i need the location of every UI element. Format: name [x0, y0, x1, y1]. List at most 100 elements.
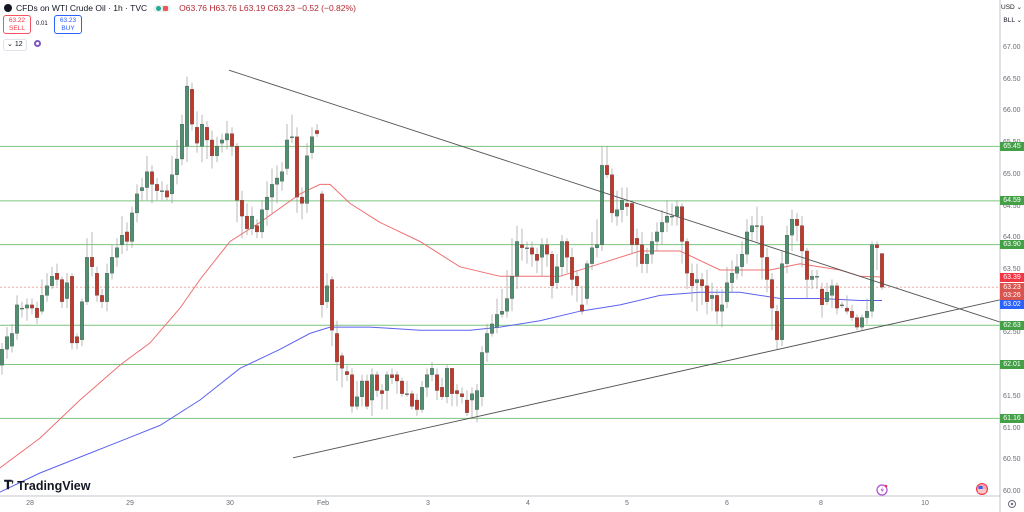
candle	[735, 266, 739, 274]
candle	[785, 234, 789, 264]
trendline-lower[interactable]	[292, 299, 1001, 459]
candle	[495, 314, 499, 328]
moving-averages	[0, 183, 883, 493]
candle	[320, 193, 324, 306]
tradingview-logo[interactable]: 𝐓’ TradingView	[4, 478, 90, 493]
candle	[60, 279, 64, 302]
candle	[700, 279, 704, 286]
candle	[740, 254, 744, 267]
candle	[625, 203, 629, 207]
sync-icon[interactable]	[34, 40, 41, 47]
sell-label: SELL	[9, 25, 25, 32]
data-icon	[163, 5, 169, 11]
time-tick-label: 28	[26, 500, 34, 507]
candle	[120, 234, 124, 245]
candle	[325, 285, 329, 302]
candle	[255, 225, 259, 233]
candle	[805, 250, 809, 280]
time-tick-label: 3	[426, 500, 430, 507]
time-tick-label: 10	[921, 500, 929, 507]
candle	[800, 225, 804, 252]
unit-select[interactable]: BLL ⌄	[1003, 17, 1022, 24]
candle	[395, 374, 399, 382]
candle	[460, 393, 464, 397]
candle	[275, 177, 279, 185]
candle	[835, 285, 839, 309]
candle	[155, 184, 159, 191]
settings-gear-icon[interactable]	[1008, 500, 1016, 508]
candlesticks	[0, 76, 884, 423]
price-tick-label: 65.00	[1003, 170, 1021, 178]
candle	[25, 304, 29, 309]
candle	[775, 311, 779, 340]
time-tick-label: 30	[226, 500, 234, 507]
candle	[670, 215, 674, 218]
candle	[540, 244, 544, 258]
candle	[180, 123, 184, 160]
candle	[385, 374, 389, 391]
brand-name: TradingView	[17, 478, 91, 493]
candle	[300, 196, 304, 204]
candle	[630, 203, 634, 245]
time-tick-label: 29	[126, 500, 134, 507]
candle	[220, 139, 224, 144]
candle	[665, 215, 669, 223]
candle	[655, 231, 659, 242]
symbol-logo-icon	[4, 4, 12, 12]
candle	[465, 399, 469, 413]
candle	[455, 390, 459, 394]
candle	[200, 123, 204, 147]
horizontal-levels	[0, 145, 1000, 419]
candle	[725, 282, 729, 302]
candle	[850, 311, 854, 318]
candle	[380, 390, 384, 394]
candle	[390, 374, 394, 378]
price-tick-label: 60.50	[1003, 456, 1021, 464]
candle	[20, 307, 24, 310]
us-flag-event-icon[interactable]	[976, 483, 988, 495]
symbol-title[interactable]: CFDs on WTI Crude Oil · 1h · TVC	[16, 3, 148, 13]
currency-select[interactable]: USD ⌄	[1001, 4, 1022, 11]
candle	[520, 244, 524, 248]
trendlines[interactable]	[228, 69, 1001, 459]
market-status-icons[interactable]	[153, 4, 172, 12]
price-tag: 63.39	[1000, 272, 1024, 282]
candle	[685, 241, 689, 274]
candle	[535, 254, 539, 261]
candle	[40, 295, 44, 312]
buy-price: 63.23	[59, 17, 77, 24]
candle	[145, 171, 149, 188]
candle	[415, 399, 419, 410]
candle	[35, 307, 39, 318]
candle	[230, 133, 234, 147]
sell-button[interactable]: 63.22 SELL	[3, 15, 31, 34]
candle	[355, 396, 359, 407]
price-tag: 64.59	[1000, 196, 1024, 206]
candle	[505, 298, 509, 312]
candle	[690, 273, 694, 286]
price-tag: 63.90	[1000, 240, 1024, 250]
indicators-toggle[interactable]: ⌄ 12	[3, 39, 27, 51]
candle	[195, 127, 199, 144]
candle	[210, 139, 214, 156]
candle	[545, 244, 549, 255]
time-tick-label: 8	[819, 500, 823, 507]
candle	[425, 374, 429, 388]
candle	[90, 257, 94, 267]
candle	[750, 225, 754, 233]
buy-button[interactable]: 63.23 BUY	[54, 15, 82, 34]
trendline-upper[interactable]	[228, 69, 1001, 323]
flash-event-icon[interactable]	[876, 484, 888, 496]
candle	[75, 336, 79, 344]
candle	[605, 165, 609, 175]
candle	[95, 273, 99, 296]
candle	[270, 184, 274, 198]
candle	[0, 349, 4, 366]
candle	[650, 241, 654, 255]
candle	[680, 206, 684, 242]
candle	[430, 368, 434, 375]
price-tick-label: 60.00	[1003, 488, 1021, 495]
candle	[110, 257, 114, 274]
candle	[730, 273, 734, 283]
